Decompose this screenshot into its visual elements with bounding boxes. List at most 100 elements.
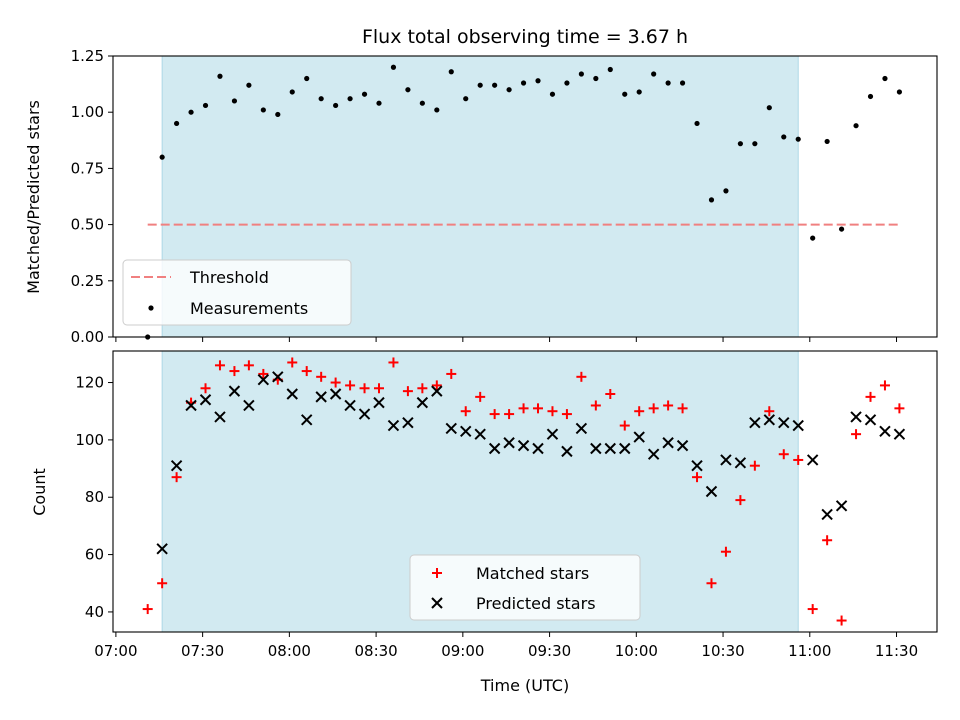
matched-star-point xyxy=(402,386,413,397)
measurement-point xyxy=(361,91,368,97)
measurement-point xyxy=(896,89,903,95)
predicted-star-point xyxy=(185,399,197,412)
matched-star-point xyxy=(663,400,674,411)
predicted-star-point xyxy=(416,396,429,409)
measurement-point xyxy=(159,154,165,160)
x-tick-label: 10:00 xyxy=(615,642,658,660)
measurement-point xyxy=(593,75,599,82)
axes-frame xyxy=(112,350,938,633)
predicted-star-point xyxy=(806,454,819,466)
x-stroke-b xyxy=(561,445,573,458)
x-stroke-b xyxy=(749,416,761,429)
measurement-point xyxy=(289,89,295,95)
measurement-point xyxy=(665,80,671,86)
matched-star-point xyxy=(692,472,703,483)
y-tick-label: 120 xyxy=(75,374,104,392)
measurement-point xyxy=(463,96,469,102)
measurement-point xyxy=(506,87,512,93)
predicted-star-point xyxy=(243,399,255,412)
measurement-point xyxy=(607,66,613,73)
measurement-point xyxy=(694,120,700,127)
x-stroke-b xyxy=(619,442,631,455)
legend-measurements-swatch xyxy=(148,305,154,311)
matched-star-point xyxy=(229,366,240,377)
matched-star-point xyxy=(648,403,659,414)
predicted-star-point xyxy=(257,373,270,386)
x-stroke-b xyxy=(821,508,833,521)
matched-star-point xyxy=(851,429,862,440)
x-stroke-b xyxy=(329,388,342,400)
predicted-star-point xyxy=(778,416,790,429)
matched-star-point xyxy=(157,578,168,589)
x-stroke-b xyxy=(806,454,819,466)
matched-star-point xyxy=(605,389,616,400)
y-tick-label: 60 xyxy=(85,546,104,564)
predicted-star-point xyxy=(792,419,804,432)
matched-star-point xyxy=(807,604,818,615)
matched-star-point xyxy=(345,380,356,391)
x-stroke-b xyxy=(243,399,255,412)
predicted-star-point xyxy=(488,442,501,455)
measurement-point xyxy=(448,69,454,75)
predicted-star-point xyxy=(604,442,616,455)
x-stroke-b xyxy=(228,385,241,397)
top-legend: Threshold Measurements xyxy=(122,259,352,326)
predicted-star-point xyxy=(561,445,573,458)
measurement-point xyxy=(304,75,310,82)
x-stroke-b xyxy=(373,396,385,409)
measurement-point xyxy=(781,134,787,140)
x-tick-label: 09:00 xyxy=(441,642,484,660)
measurement-point xyxy=(708,197,715,203)
predicted-star-point xyxy=(387,419,400,432)
x-tick-label: 07:30 xyxy=(181,642,224,660)
predicted-star-point xyxy=(199,394,212,406)
y-tick-label: 0.00 xyxy=(71,328,104,346)
x-stroke-b xyxy=(850,411,862,423)
predicted-star-point xyxy=(821,508,833,521)
predicted-star-point xyxy=(705,485,718,498)
measurement-point xyxy=(882,75,888,82)
measurement-point xyxy=(737,141,743,147)
x-stroke-b xyxy=(199,394,212,406)
predicted-star-point xyxy=(445,422,457,435)
measurement-point xyxy=(867,93,874,100)
x-stroke-b xyxy=(662,437,674,449)
x-stroke-b xyxy=(835,500,848,512)
count-panel: 40 60 80 100 120 07:00 07:30 08:00 08:30 09:00 09:… xyxy=(75,350,938,660)
x-stroke-b xyxy=(879,425,891,437)
matched-star-point xyxy=(836,615,847,626)
measurement-point xyxy=(810,235,816,241)
measurement-point xyxy=(853,123,859,129)
measurement-point xyxy=(405,87,411,93)
measurement-point xyxy=(174,120,180,127)
measurement-point xyxy=(434,107,440,113)
x-stroke-b xyxy=(691,459,703,472)
predicted-star-point xyxy=(835,500,848,512)
x-stroke-b xyxy=(315,391,327,403)
predicted-star-point xyxy=(329,388,342,400)
x-stroke-b xyxy=(503,437,515,449)
predicted-star-point xyxy=(431,385,443,397)
y-tick-label: 80 xyxy=(85,488,104,506)
measurement-point xyxy=(535,78,541,84)
measurement-point xyxy=(578,71,584,77)
x-stroke-b xyxy=(575,422,588,435)
matched-star-point xyxy=(865,391,876,402)
y-tick-label: 100 xyxy=(75,431,104,449)
x-stroke-b xyxy=(214,411,226,423)
chart-title: Flux total observing time = 3.67 h xyxy=(362,26,688,48)
matched-star-point xyxy=(677,403,688,414)
y-tick-label: 0.25 xyxy=(71,272,104,290)
x-stroke-b xyxy=(532,442,544,455)
legend-matched-swatch xyxy=(432,568,442,578)
predicted-star-point xyxy=(575,422,588,435)
measurement-point xyxy=(318,96,324,102)
predicted-star-point xyxy=(590,442,602,455)
matched-star-point xyxy=(561,409,572,420)
x-stroke-b xyxy=(864,414,877,426)
x-tick-label: 08:30 xyxy=(354,642,397,660)
predicted-star-point xyxy=(228,385,241,397)
matched-star-point xyxy=(417,383,428,394)
legend-predicted-swatch xyxy=(431,597,443,609)
predicted-star-point xyxy=(763,414,776,426)
